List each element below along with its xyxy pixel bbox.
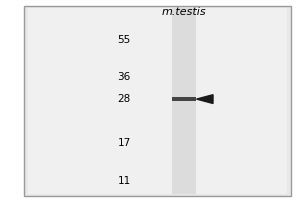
Bar xyxy=(28,8,287,194)
Text: 55: 55 xyxy=(118,35,131,45)
Polygon shape xyxy=(196,95,213,103)
Bar xyxy=(24,6,291,196)
Text: 11: 11 xyxy=(118,176,131,186)
Bar xyxy=(172,8,196,194)
Text: 36: 36 xyxy=(118,72,131,82)
Text: m.testis: m.testis xyxy=(162,7,206,17)
Text: 28: 28 xyxy=(118,94,131,104)
Bar xyxy=(172,97,196,101)
Text: 17: 17 xyxy=(118,138,131,148)
